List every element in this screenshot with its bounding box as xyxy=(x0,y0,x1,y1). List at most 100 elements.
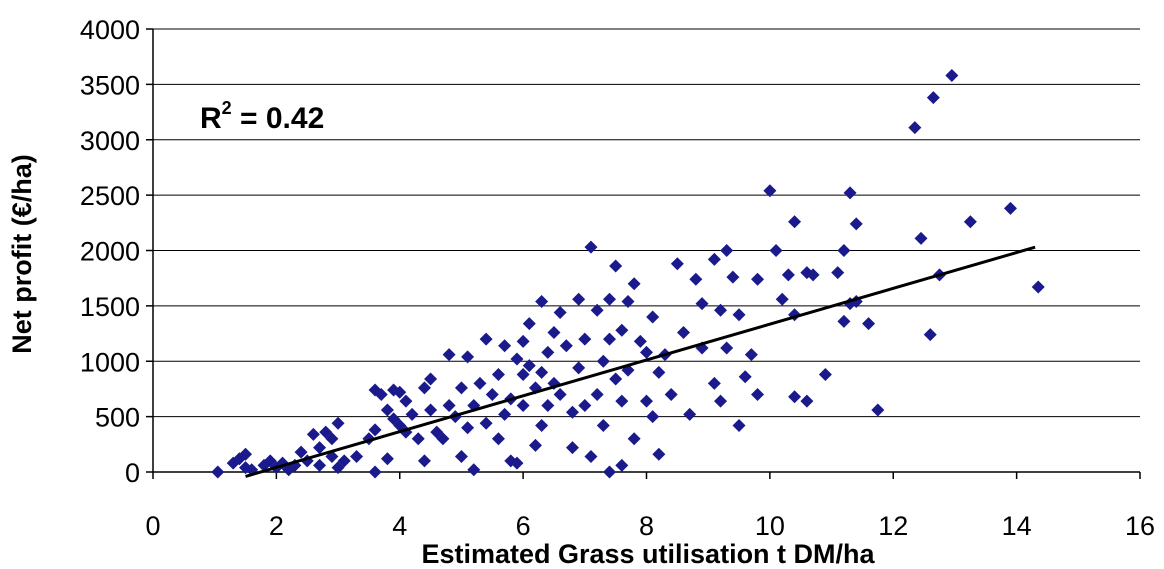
data-point xyxy=(578,399,592,413)
x-tick-label: 10 xyxy=(755,511,785,541)
data-point xyxy=(559,339,573,353)
data-point xyxy=(442,399,456,413)
data-point xyxy=(590,303,604,317)
data-point xyxy=(565,405,579,419)
data-point xyxy=(707,252,721,266)
data-point xyxy=(211,465,225,479)
data-point xyxy=(596,418,610,432)
data-point xyxy=(368,465,382,479)
data-point xyxy=(491,432,505,446)
data-point xyxy=(818,368,832,382)
data-point xyxy=(670,257,684,271)
data-point xyxy=(578,332,592,346)
data-point xyxy=(849,217,863,231)
x-tick-label: 8 xyxy=(639,511,654,541)
data-point xyxy=(572,292,586,306)
data-point xyxy=(522,317,536,331)
data-point xyxy=(615,458,629,472)
x-axis-title: Estimated Grass utilisation t DM/ha xyxy=(421,539,875,569)
data-point xyxy=(498,407,512,421)
r-squared-annotation: R2 = 0.42 xyxy=(200,98,324,135)
data-point xyxy=(245,463,259,477)
data-point xyxy=(380,403,394,417)
data-point xyxy=(596,354,610,368)
data-point xyxy=(683,407,697,421)
data-point xyxy=(862,317,876,331)
data-point xyxy=(732,418,746,432)
data-point xyxy=(837,244,851,257)
data-point xyxy=(411,432,425,446)
data-point xyxy=(652,447,666,461)
data-point xyxy=(602,332,616,346)
data-point xyxy=(963,215,977,229)
data-point xyxy=(547,325,561,339)
data-point xyxy=(535,418,549,432)
data-point xyxy=(424,372,438,386)
data-point xyxy=(553,306,567,320)
annotation-superscript: 2 xyxy=(222,98,232,118)
data-point xyxy=(479,332,493,346)
data-point xyxy=(485,387,499,401)
data-point xyxy=(695,297,709,311)
data-point xyxy=(331,416,345,430)
data-point xyxy=(871,403,885,417)
data-point xyxy=(350,449,364,463)
data-point xyxy=(633,334,647,348)
annotation-value: = 0.42 xyxy=(232,102,325,135)
data-point xyxy=(417,454,431,468)
data-point xyxy=(775,292,789,306)
data-point xyxy=(831,266,845,280)
data-point xyxy=(541,399,555,413)
data-point xyxy=(553,387,567,401)
data-point xyxy=(374,387,388,401)
y-tick-label: 3500 xyxy=(80,70,140,100)
data-point xyxy=(405,407,419,421)
data-point xyxy=(541,345,555,359)
data-point xyxy=(498,339,512,353)
data-point xyxy=(945,69,959,83)
data-point xyxy=(837,314,851,328)
gridlines xyxy=(153,28,1140,473)
y-tick-label: 3000 xyxy=(80,126,140,156)
y-tick-label: 500 xyxy=(95,403,140,433)
data-point xyxy=(436,432,450,446)
data-point xyxy=(923,328,937,342)
data-point xyxy=(714,394,728,408)
data-point xyxy=(572,361,586,375)
data-point xyxy=(664,387,678,401)
data-point xyxy=(461,350,475,364)
x-tick-label: 6 xyxy=(516,511,531,541)
data-point xyxy=(535,294,549,308)
data-point xyxy=(337,454,351,468)
data-point xyxy=(461,421,475,435)
x-tick-label: 2 xyxy=(269,511,284,541)
y-tick-label: 1500 xyxy=(80,292,140,322)
data-point xyxy=(584,240,598,254)
data-point xyxy=(652,365,666,379)
y-tick-label: 0 xyxy=(125,458,140,488)
y-tick-label: 2500 xyxy=(80,181,140,211)
data-point xyxy=(535,365,549,379)
data-point xyxy=(732,308,746,322)
data-point xyxy=(843,186,857,200)
data-point xyxy=(627,432,641,446)
x-tick-label: 12 xyxy=(878,511,908,541)
data-point xyxy=(417,381,431,395)
data-point xyxy=(806,268,820,282)
data-point xyxy=(788,215,802,229)
data-point xyxy=(294,445,308,459)
data-point xyxy=(800,394,814,408)
data-point xyxy=(467,463,481,477)
data-point xyxy=(590,387,604,401)
data-point xyxy=(491,368,505,382)
y-tick-labels: 0 500 1000 1500 2000 2500 3000 3500 4000 xyxy=(80,15,153,488)
data-point xyxy=(1003,201,1017,215)
data-point xyxy=(602,292,616,306)
annotation-base: R xyxy=(200,102,222,135)
data-point xyxy=(528,438,542,452)
data-point xyxy=(646,410,660,424)
data-point xyxy=(621,294,635,308)
data-point xyxy=(454,449,468,463)
